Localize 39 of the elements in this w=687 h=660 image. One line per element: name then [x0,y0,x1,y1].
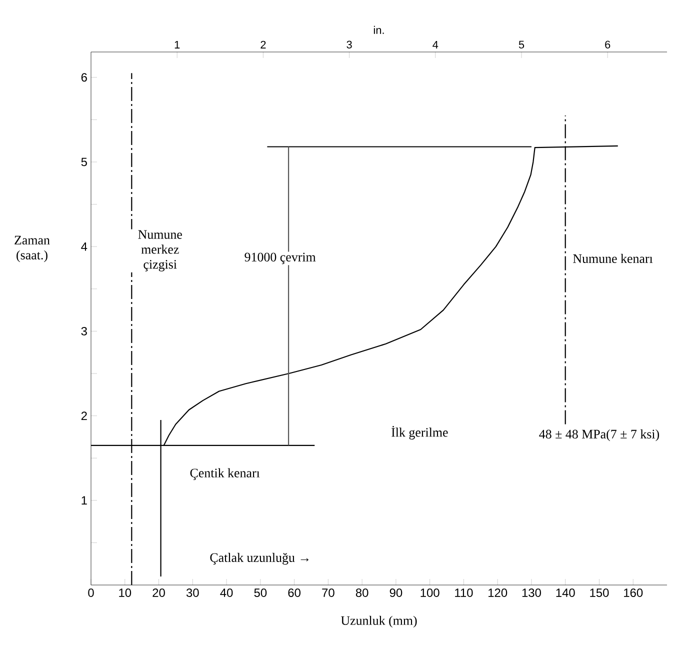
x2-tick-label: 5 [518,40,524,48]
annotation: İlk gerilme [392,426,448,440]
x-tick-label: 50 [254,588,267,597]
x-tick-label: 60 [288,588,300,597]
annotation: Çentik kenarı [190,468,260,480]
x-tick-label: 120 [488,588,508,597]
x-axis-title: Uzunluk (mm) [340,616,417,628]
y-tick-label: 5 [81,158,87,166]
x-tick-label: 140 [556,588,575,597]
annotation: 91000 çevrim [244,252,316,264]
x-tick-label: 130 [522,588,541,597]
x-tick-label: 150 [590,588,609,597]
x2-tick-label: 3 [346,40,352,48]
x-tick-label: 70 [322,588,334,597]
x-tick-label: 90 [390,588,402,597]
y-tick-label: 3 [81,326,87,336]
x-tick-label: 20 [152,588,165,597]
annotation: Numune kenarı [573,254,653,263]
x-tick-label: 10 [119,588,132,597]
annotation: Çatlak uzunluğu → [210,552,309,565]
x2-tick-label: 6 [605,40,610,48]
y-tick-label: 1 [82,496,87,505]
x2-tick-label: 4 [432,40,438,48]
y-tick-label: 6 [81,73,87,82]
x-tick-label: 110 [455,588,473,597]
y-tick-label: 2 [81,412,87,420]
x-tick-label: 30 [186,588,199,597]
x2-axis-title: in. [374,26,384,34]
x-tick-label: 160 [624,588,643,597]
x-tick-label: 40 [220,588,233,597]
x-tick-label: 100 [420,588,440,597]
y-axis-title: Zaman (saat.) [14,236,50,262]
annotation: 48 ± 48 MPa(7 ± 7 ksi) [539,429,660,442]
annotation: Numune merkez çizgisi [138,230,182,272]
x2-tick-label: 1 [174,40,180,48]
y-tick-label: 4 [81,242,88,251]
x-tick-label: 0 [88,588,94,597]
x2-tick-label: 2 [260,40,266,48]
x-tick-label: 80 [356,588,368,597]
